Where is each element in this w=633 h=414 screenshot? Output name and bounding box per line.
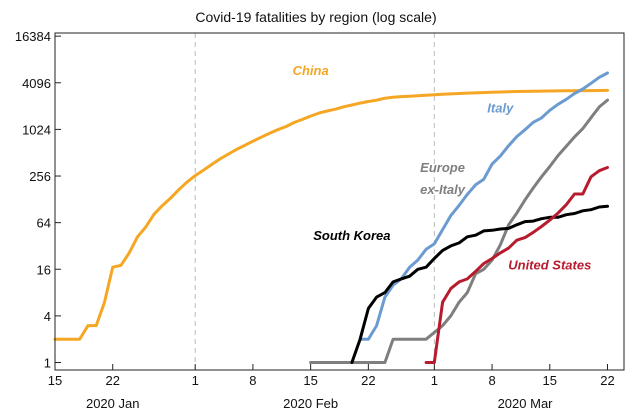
series-line — [53, 88, 609, 341]
y-tick-label: 1024 — [22, 122, 51, 137]
series-label: China — [293, 63, 329, 78]
x-tick-label: 22 — [105, 373, 119, 388]
x-tick-label: 15 — [48, 373, 62, 388]
x-tick-label: 22 — [600, 373, 614, 388]
series-labels: China Italy Europe ex-Italy South Korea Unite… — [293, 63, 592, 273]
series-line — [424, 166, 609, 364]
x-tick-label: 8 — [488, 373, 495, 388]
y-tick-label: 16384 — [15, 29, 51, 44]
y-tick-label: 1 — [44, 355, 51, 370]
series-label: South Korea — [313, 228, 390, 243]
y-tick-label: 16 — [37, 262, 51, 277]
chart-title: Covid-19 fatalities by region (log scale… — [195, 9, 436, 25]
month-label: 2020 Feb — [283, 396, 338, 411]
x-tick-label: 1 — [192, 373, 199, 388]
series-line — [309, 98, 609, 364]
x-tick-label: 8 — [249, 373, 256, 388]
y-axis: 1 4 16 64 256 1024 4096 16384 — [15, 29, 61, 370]
y-tick-label: 256 — [29, 169, 51, 184]
x-tick-label: 22 — [361, 373, 375, 388]
month-label: 2020 Mar — [498, 396, 554, 411]
month-labels: 2020 Jan 2020 Feb 2020 Mar — [86, 396, 553, 411]
month-label: 2020 Jan — [86, 396, 140, 411]
series-line — [350, 204, 609, 364]
series-label: Europe — [420, 160, 465, 175]
series-line — [358, 71, 609, 341]
y-tick-label: 4 — [44, 309, 51, 324]
gridlines — [194, 33, 435, 370]
x-tick-label: 1 — [431, 373, 438, 388]
x-tick-label: 15 — [303, 373, 317, 388]
x-tick-label: 15 — [543, 373, 557, 388]
series-label: Italy — [487, 100, 514, 115]
x-axis: 15 22 1 8 15 22 1 8 15 22 — [48, 364, 615, 388]
y-tick-label: 4096 — [22, 76, 51, 91]
series-label: United States — [508, 257, 591, 272]
plot-frame — [54, 32, 625, 371]
y-tick-label: 64 — [37, 216, 51, 231]
series-layer — [53, 71, 609, 364]
series-label: ex-Italy — [420, 182, 466, 197]
